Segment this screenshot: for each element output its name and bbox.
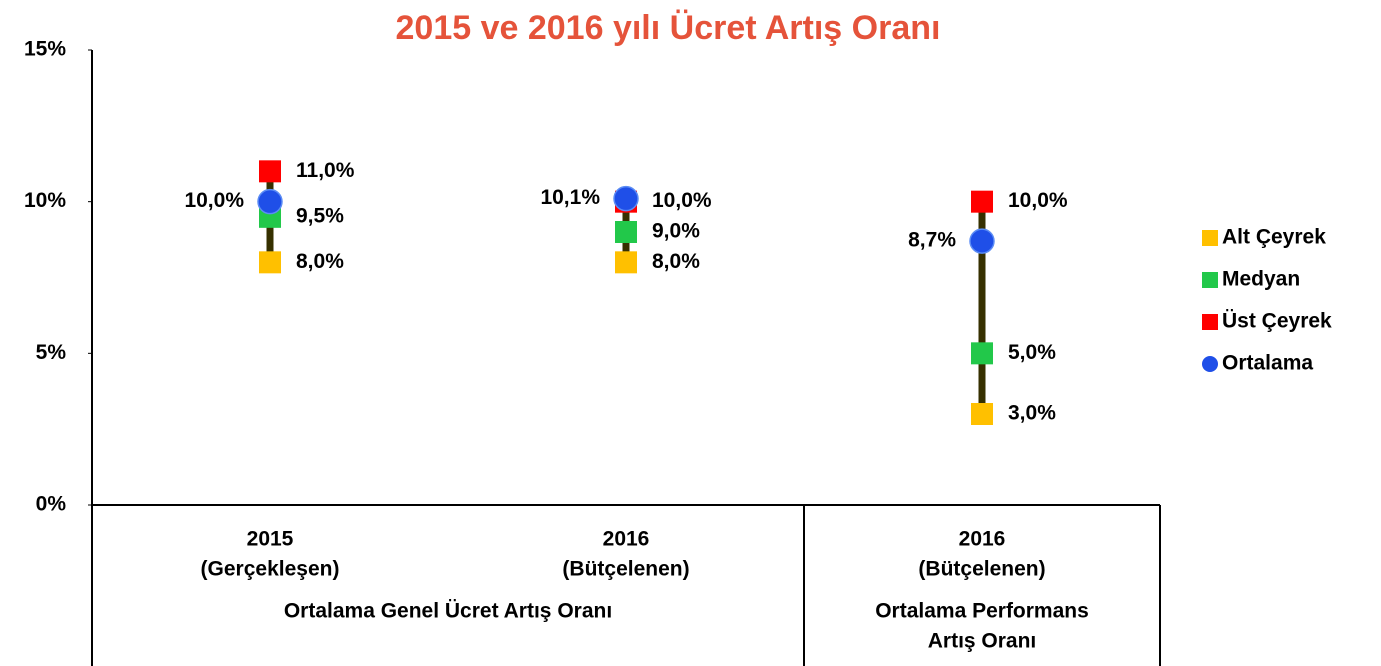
- marker: [257, 188, 283, 215]
- legend-label: Üst Çeyrek: [1222, 310, 1332, 333]
- data-label: 11,0%: [296, 159, 355, 182]
- group-label: Artış Oranı: [928, 630, 1037, 653]
- data-label: 10,0%: [652, 189, 712, 212]
- x-tick-label: 2016: [603, 528, 650, 551]
- data-label: 8,0%: [652, 250, 700, 273]
- marker: [971, 190, 993, 213]
- marker: [615, 221, 637, 243]
- data-label: 9,0%: [652, 220, 700, 243]
- x-tick-label: (Gerçekleşen): [201, 558, 340, 581]
- data-label: 8,7%: [908, 229, 956, 252]
- x-tick-label: 2016: [959, 528, 1006, 551]
- legend-marker: [1202, 314, 1218, 330]
- y-tick-label: 15%: [24, 38, 66, 61]
- marker: [971, 403, 993, 425]
- legend-marker: [1202, 230, 1218, 246]
- data-label: 5,0%: [1008, 341, 1056, 364]
- legend-label: Alt Çeyrek: [1222, 226, 1326, 249]
- legend-marker: [1202, 272, 1218, 288]
- data-label: 9,5%: [296, 204, 344, 227]
- x-tick-label: 2015: [247, 528, 294, 551]
- legend-marker: [1202, 356, 1218, 372]
- y-tick-label: 10%: [24, 189, 66, 212]
- legend-label: Medyan: [1222, 268, 1300, 291]
- data-label: 10,1%: [540, 186, 600, 209]
- marker: [969, 228, 995, 254]
- y-tick-label: 0%: [36, 493, 67, 516]
- marker: [615, 251, 637, 274]
- marker: [259, 160, 281, 183]
- data-label: 8,0%: [296, 250, 344, 273]
- group-label: Ortalama Genel Ücret Artış Oranı: [284, 600, 612, 623]
- legend-label: Ortalama: [1222, 352, 1313, 375]
- chart-title: 2015 ve 2016 yılı Ücret Artış Oranı: [396, 9, 941, 47]
- data-label: 3,0%: [1008, 402, 1056, 425]
- x-tick-label: (Bütçelenen): [562, 558, 689, 581]
- marker: [613, 185, 639, 212]
- y-tick-label: 5%: [36, 341, 67, 364]
- marker: [971, 342, 993, 365]
- x-tick-label: (Bütçelenen): [918, 558, 1045, 581]
- marker: [259, 251, 281, 274]
- data-label: 10,0%: [184, 189, 244, 212]
- data-label: 10,0%: [1008, 189, 1068, 212]
- group-label: Ortalama Performans: [875, 600, 1089, 623]
